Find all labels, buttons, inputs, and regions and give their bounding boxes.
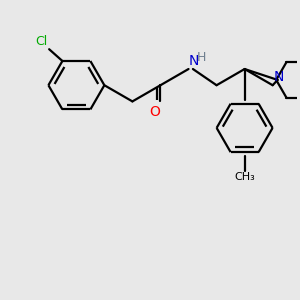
- Text: N: N: [189, 54, 200, 68]
- Text: N: N: [274, 70, 284, 84]
- Text: H: H: [197, 51, 206, 64]
- Text: CH₃: CH₃: [234, 172, 255, 182]
- Text: O: O: [149, 105, 160, 119]
- Text: Cl: Cl: [35, 35, 48, 48]
